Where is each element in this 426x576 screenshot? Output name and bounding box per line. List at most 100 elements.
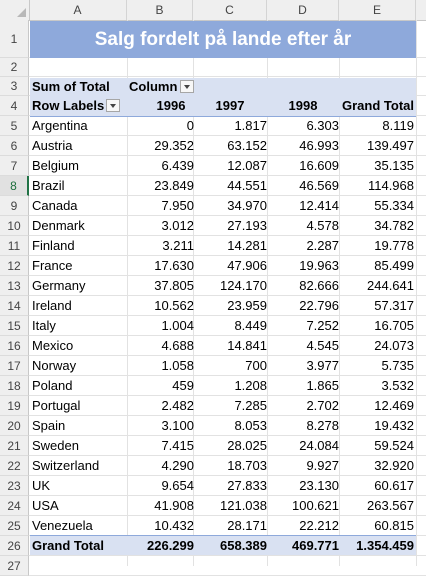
row-grand-total[interactable]: 34.782 <box>374 218 414 233</box>
row-grand-total[interactable]: 16.705 <box>374 318 414 333</box>
country-label[interactable]: Denmark <box>32 218 85 233</box>
row-header-14[interactable]: 14 <box>0 296 29 316</box>
row-grand-total[interactable]: 35.135 <box>374 158 414 173</box>
value-1997[interactable]: 14.281 <box>227 238 267 253</box>
country-label[interactable]: Ireland <box>32 298 72 313</box>
row-grand-total[interactable]: 263.567 <box>367 498 414 513</box>
row-header-17[interactable]: 17 <box>0 356 29 376</box>
value-1998[interactable]: 23.130 <box>299 478 339 493</box>
row-header-8[interactable]: 8 <box>0 176 29 196</box>
row-header-25[interactable]: 25 <box>0 516 29 536</box>
value-1998[interactable]: 4.545 <box>306 338 339 353</box>
value-1998[interactable]: 22.796 <box>299 298 339 313</box>
row-grand-total[interactable]: 12.469 <box>374 398 414 413</box>
row-header-7[interactable]: 7 <box>0 156 29 176</box>
value-1997[interactable]: 14.841 <box>227 338 267 353</box>
value-1996[interactable]: 2.482 <box>161 398 194 413</box>
value-1997[interactable]: 34.970 <box>227 198 267 213</box>
row-grand-total[interactable]: 55.334 <box>374 198 414 213</box>
value-1998[interactable]: 22.212 <box>299 518 339 533</box>
value-1997[interactable]: 44.551 <box>227 178 267 193</box>
value-1998[interactable]: 24.084 <box>299 438 339 453</box>
grand-total-overall[interactable]: 1.354.459 <box>356 538 414 553</box>
value-1996[interactable]: 10.432 <box>154 518 194 533</box>
row-grand-total[interactable]: 19.778 <box>374 238 414 253</box>
grand-total-header[interactable]: Grand Total <box>342 98 414 113</box>
row-grand-total[interactable]: 5.735 <box>381 358 414 373</box>
value-1998[interactable]: 2.702 <box>306 398 339 413</box>
value-1996[interactable]: 3.012 <box>161 218 194 233</box>
value-1996[interactable]: 6.439 <box>161 158 194 173</box>
row-header-15[interactable]: 15 <box>0 316 29 336</box>
grand-total-1998[interactable]: 469.771 <box>292 538 339 553</box>
row-header-21[interactable]: 21 <box>0 436 29 456</box>
value-1997[interactable]: 124.170 <box>220 278 267 293</box>
value-1997[interactable]: 121.038 <box>220 498 267 513</box>
row-header-26[interactable]: 26 <box>0 536 29 556</box>
value-1997[interactable]: 1.817 <box>234 118 267 133</box>
value-1997[interactable]: 18.703 <box>227 458 267 473</box>
row-header-22[interactable]: 22 <box>0 456 29 476</box>
country-label[interactable]: Finland <box>32 238 75 253</box>
value-1996[interactable]: 23.849 <box>154 178 194 193</box>
value-1996[interactable]: 37.805 <box>154 278 194 293</box>
country-label[interactable]: Poland <box>32 378 73 393</box>
row-grand-total[interactable]: 244.641 <box>367 278 414 293</box>
row-header-18[interactable]: 18 <box>0 376 29 396</box>
value-1997[interactable]: 23.959 <box>227 298 267 313</box>
row-grand-total[interactable]: 59.524 <box>374 438 414 453</box>
value-1996[interactable]: 29.352 <box>154 138 194 153</box>
column-header-e[interactable]: E <box>339 0 416 20</box>
country-label[interactable]: Portugal <box>32 398 81 413</box>
row-header-19[interactable]: 19 <box>0 396 29 416</box>
value-1997[interactable]: 63.152 <box>227 138 267 153</box>
row-header-23[interactable]: 23 <box>0 476 29 496</box>
row-grand-total[interactable]: 19.432 <box>374 418 414 433</box>
value-1996[interactable]: 0 <box>186 118 194 133</box>
grand-total-row-label[interactable]: Grand Total <box>32 538 104 553</box>
column-header-c[interactable]: C <box>193 0 267 20</box>
value-1996[interactable]: 9.654 <box>161 478 194 493</box>
row-labels-label[interactable]: Row Labels <box>32 98 105 113</box>
value-1997[interactable]: 28.171 <box>227 518 267 533</box>
value-1996[interactable]: 4.688 <box>161 338 194 353</box>
value-1998[interactable]: 1.865 <box>306 378 339 393</box>
value-1996[interactable]: 4.290 <box>161 458 194 473</box>
country-label[interactable]: USA <box>32 498 59 513</box>
country-label[interactable]: Belgium <box>32 158 79 173</box>
row-header-13[interactable]: 13 <box>0 276 29 296</box>
country-label[interactable]: Germany <box>32 278 86 293</box>
value-1996[interactable]: 459 <box>172 378 194 393</box>
value-1996[interactable]: 1.058 <box>161 358 194 373</box>
country-label[interactable]: Spain <box>32 418 66 433</box>
row-filter-dropdown-icon[interactable] <box>106 99 120 112</box>
value-1997[interactable]: 27.833 <box>227 478 267 493</box>
value-1998[interactable]: 8.278 <box>306 418 339 433</box>
value-1997[interactable]: 8.449 <box>234 318 267 333</box>
row-header-1[interactable]: 1 <box>0 20 29 58</box>
value-1997[interactable]: 1.208 <box>234 378 267 393</box>
pivot-title[interactable]: Salg fordelt på lande efter år <box>30 21 416 58</box>
value-1996[interactable]: 1.004 <box>161 318 194 333</box>
row-header-4[interactable]: 4 <box>0 96 29 116</box>
value-1996[interactable]: 3.211 <box>162 238 194 253</box>
value-1998[interactable]: 19.963 <box>299 258 339 273</box>
row-header-27[interactable]: 27 <box>0 556 29 576</box>
value-1998[interactable]: 9.927 <box>306 458 339 473</box>
country-label[interactable]: Austria <box>32 138 73 153</box>
country-label[interactable]: Italy <box>32 318 56 333</box>
value-1996[interactable]: 7.950 <box>161 198 194 213</box>
value-1998[interactable]: 100.621 <box>292 498 339 513</box>
value-1996[interactable]: 17.630 <box>154 258 194 273</box>
value-1996[interactable]: 3.100 <box>161 418 194 433</box>
row-header-5[interactable]: 5 <box>0 116 29 136</box>
value-1998[interactable]: 6.303 <box>306 118 339 133</box>
row-header-20[interactable]: 20 <box>0 416 29 436</box>
row-header-24[interactable]: 24 <box>0 496 29 516</box>
row-grand-total[interactable]: 139.497 <box>367 138 414 153</box>
value-1996[interactable]: 41.908 <box>154 498 194 513</box>
value-1998[interactable]: 12.414 <box>299 198 339 213</box>
value-1998[interactable]: 2.287 <box>306 238 339 253</box>
select-all-corner[interactable] <box>0 0 30 20</box>
row-grand-total[interactable]: 114.968 <box>367 178 414 193</box>
